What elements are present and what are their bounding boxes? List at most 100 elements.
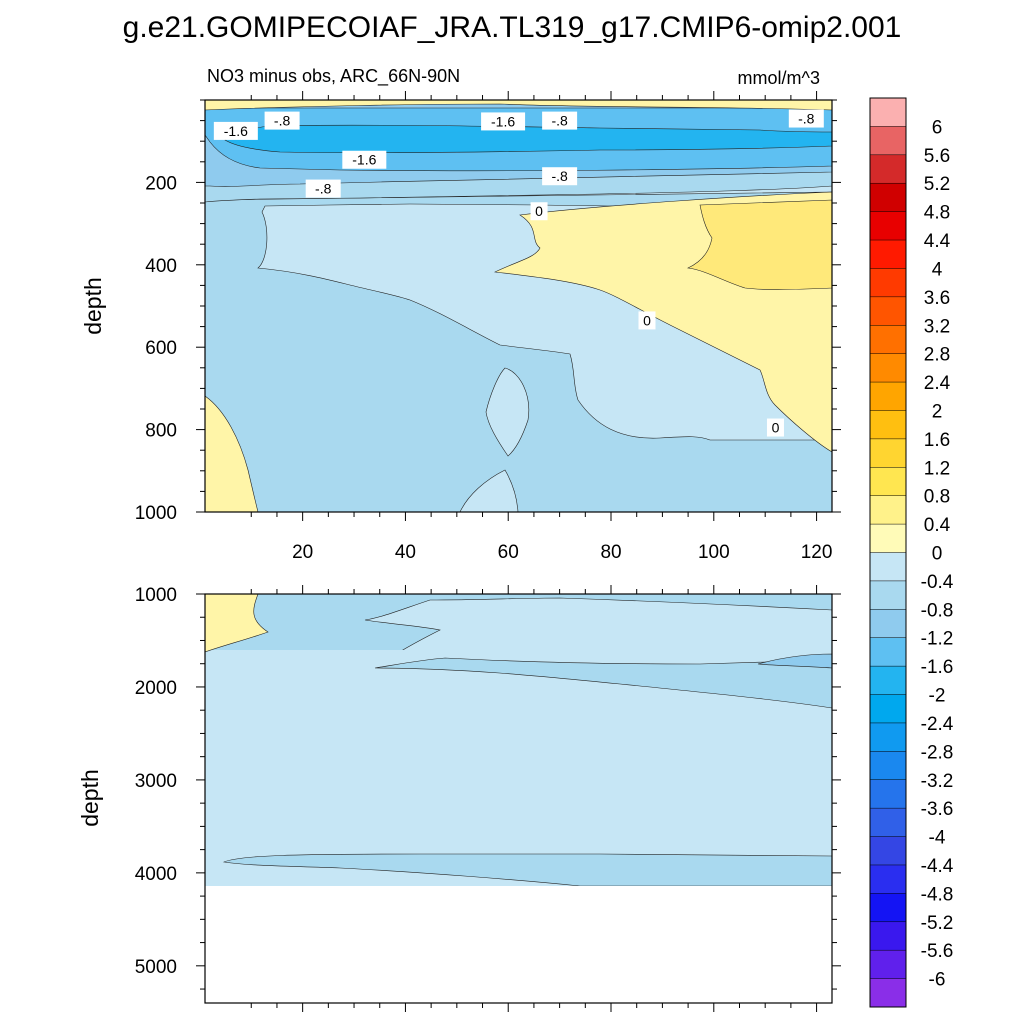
colorbar-swatch xyxy=(870,864,906,894)
colorbar-label: -0.4 xyxy=(921,572,954,593)
colorbar-label: 3.2 xyxy=(924,316,950,337)
colorbar-swatch xyxy=(870,410,906,440)
colorbar-label: 4 xyxy=(932,259,943,280)
colorbar-label: 6 xyxy=(932,117,943,138)
colorbar-label: 2.8 xyxy=(924,345,950,366)
colorbar-label: -3.2 xyxy=(921,771,954,792)
colorbar-swatch xyxy=(870,268,906,298)
y-tick-label: 1000 xyxy=(135,503,177,524)
colorbar: 6 5.6 5.2 4.8 4.4 4 3.6 3.2 2.8 2.4 2 1.6 1.2 0.8 0.4 0… xyxy=(869,97,954,1008)
contour-label: 0 xyxy=(643,312,651,328)
colorbar-label: -4 xyxy=(929,828,946,849)
deep-warm-left xyxy=(205,594,269,653)
colorbar-swatch xyxy=(870,438,906,468)
band-warm-core xyxy=(686,199,832,290)
contour-label: -.8 xyxy=(551,113,568,129)
colorbar-swatch xyxy=(870,154,906,184)
colorbar-label: 1.6 xyxy=(924,430,950,451)
colorbar-label: -4.4 xyxy=(921,856,954,877)
chart-subtitle: NO3 minus obs, ARC_66N-90N xyxy=(207,66,460,87)
x-tick-label: 80 xyxy=(600,542,621,563)
contour-label: -.8 xyxy=(798,111,815,127)
contour-label: 0 xyxy=(535,203,543,219)
colorbar-swatch xyxy=(870,126,906,156)
colorbar-swatch xyxy=(870,836,906,866)
x-tick-label: 60 xyxy=(498,542,519,563)
y-tick-label: 800 xyxy=(145,421,177,442)
colorbar-label: -3.6 xyxy=(921,799,954,820)
x-tick-label: 120 xyxy=(801,542,833,563)
colorbar-label: -1.6 xyxy=(921,657,954,678)
colorbar-swatch xyxy=(870,637,906,667)
y-tick-label: 3000 xyxy=(135,771,177,792)
colorbar-label: 1.2 xyxy=(924,458,950,479)
colorbar-swatch xyxy=(870,183,906,213)
colorbar-label: -1.2 xyxy=(921,629,954,650)
colorbar-swatch xyxy=(870,921,906,951)
colorbar-label: 2.4 xyxy=(924,373,951,394)
band-surface-top-warm xyxy=(205,100,832,111)
colorbar-label: 5.6 xyxy=(924,146,950,167)
colorbar-swatch xyxy=(870,98,906,127)
colorbar-swatch xyxy=(870,325,906,355)
colorbar-swatch xyxy=(870,495,906,525)
colorbar-label: 4.8 xyxy=(924,203,950,224)
colorbar-swatch xyxy=(870,722,906,752)
interior-lobe xyxy=(485,367,530,457)
colorbar-label: -6 xyxy=(929,970,946,991)
colorbar-label: 2 xyxy=(932,401,943,422)
y-tick-label: 200 xyxy=(145,173,177,194)
contour-labels: -1.6 -.8 -1.6 -.8 -.8 -1.6 -.8 -.8 0 0 0 xyxy=(213,109,824,437)
seafloor-mask xyxy=(205,886,832,1003)
y-tick-label: 1000 xyxy=(135,585,177,606)
colorbar-swatch xyxy=(870,893,906,923)
contour-label: -.8 xyxy=(315,181,332,197)
contour-label: -.8 xyxy=(274,113,291,129)
bottom-panel-frame xyxy=(204,593,833,1004)
colorbar-label: 4.4 xyxy=(924,231,951,252)
colorbar-label: 3.6 xyxy=(924,288,950,309)
bottom-lobe xyxy=(459,469,519,512)
contour-label: -1.6 xyxy=(352,152,376,168)
contour-label-bg xyxy=(542,167,578,186)
y-tick-label: 4000 xyxy=(135,864,177,885)
contour-label-bg xyxy=(638,311,656,330)
colorbar-swatch xyxy=(870,978,906,1008)
colorbar-swatch xyxy=(870,694,906,724)
colorbar-label: -2 xyxy=(929,686,946,707)
colorbar-label: 0.8 xyxy=(924,487,950,508)
colorbar-frame xyxy=(869,97,907,1008)
contour-label: -.8 xyxy=(551,168,568,184)
colorbar-swatch xyxy=(870,808,906,837)
contour-label: -1.6 xyxy=(491,113,515,129)
colorbar-swatch xyxy=(870,353,906,383)
colorbar-swatch xyxy=(870,580,906,610)
colorbar-label: 0 xyxy=(932,544,943,565)
x-tick-label: 20 xyxy=(292,542,313,563)
x-tick-label: 40 xyxy=(395,542,416,563)
colorbar-label: -2.8 xyxy=(921,742,954,763)
colorbar-swatch xyxy=(870,240,906,269)
colorbar-label: -0.8 xyxy=(921,600,954,621)
axes: 20 40 60 80 100 120 200 400 600 800 1000 1000 2000 30… xyxy=(135,91,841,1012)
colorbar-swatch xyxy=(870,751,906,781)
colorbar-label: 0.4 xyxy=(924,515,951,536)
colorbar-swatch xyxy=(870,296,906,326)
contour-label-bg xyxy=(766,418,784,437)
contour-label-bg xyxy=(305,179,341,198)
bottom-panel-field xyxy=(205,594,832,1003)
abyss-band xyxy=(222,853,832,887)
colorbar-label: 5.2 xyxy=(924,174,950,195)
chart-title: g.e21.GOMIPECOIAF_JRA.TL319_g17.CMIP6-om… xyxy=(123,11,902,44)
colorbar-swatch xyxy=(870,552,906,582)
colorbar-swatch xyxy=(870,609,906,639)
colorbar-swatch xyxy=(870,779,906,809)
y-tick-label: 2000 xyxy=(135,678,177,699)
colorbar-swatch xyxy=(870,666,906,695)
contour-label-bg xyxy=(481,112,526,131)
bottom-ylabel: depth xyxy=(77,769,103,827)
deep-band-lower-tongue xyxy=(374,657,832,709)
colorbar-label: -5.6 xyxy=(921,941,954,962)
colorbar-swatch xyxy=(870,950,906,979)
